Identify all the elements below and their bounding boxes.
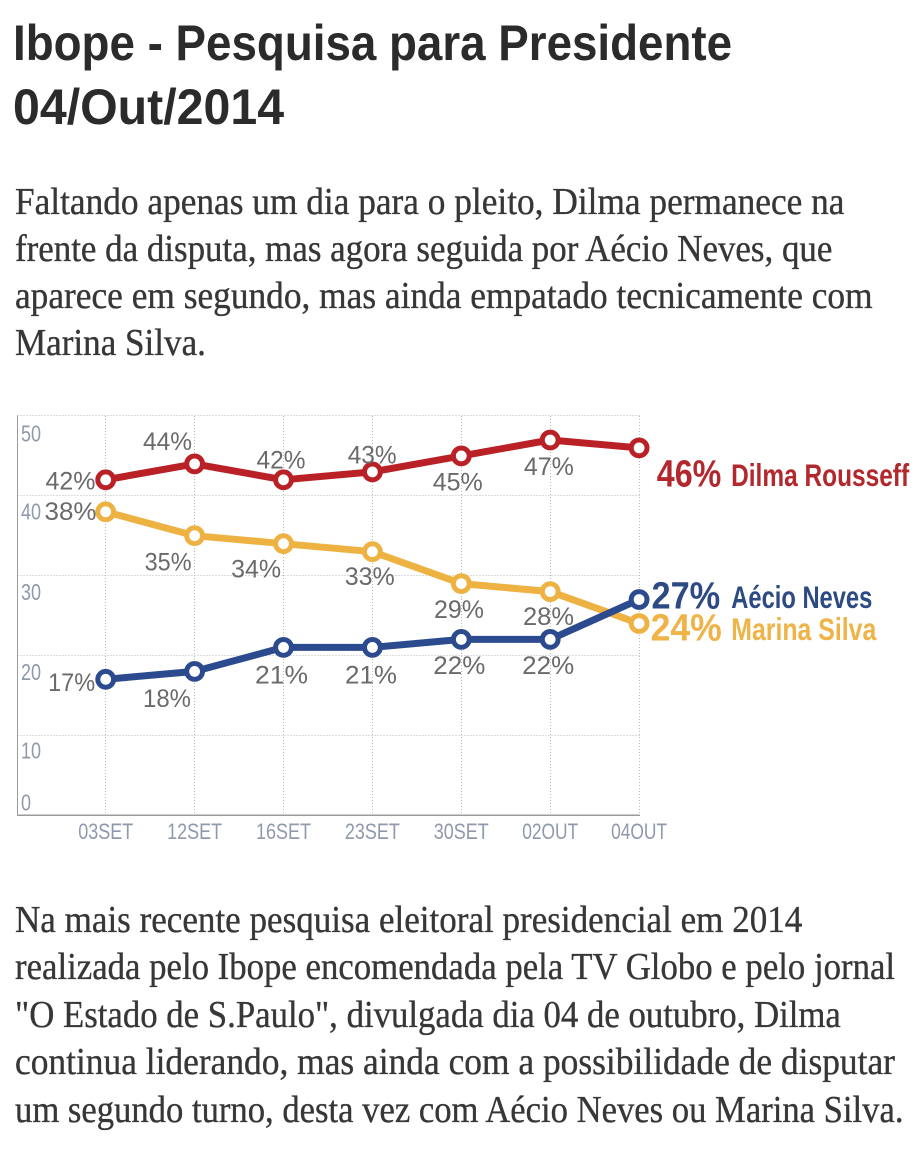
svg-text:34%: 34% bbox=[231, 555, 281, 583]
svg-text:17%: 17% bbox=[48, 669, 95, 697]
svg-text:42%: 42% bbox=[46, 467, 96, 495]
svg-text:0: 0 bbox=[21, 790, 31, 816]
svg-text:27%: 27% bbox=[652, 576, 721, 618]
svg-text:21%: 21% bbox=[345, 662, 397, 690]
svg-text:28%: 28% bbox=[523, 603, 574, 631]
svg-text:24%: 24% bbox=[651, 607, 722, 649]
svg-text:20: 20 bbox=[21, 659, 41, 685]
svg-text:16SET: 16SET bbox=[256, 819, 311, 844]
svg-text:47%: 47% bbox=[524, 453, 574, 481]
svg-text:04OUT: 04OUT bbox=[611, 819, 667, 844]
svg-text:18%: 18% bbox=[143, 685, 191, 713]
svg-text:Dilma Rousseff: Dilma Rousseff bbox=[731, 457, 909, 493]
svg-text:45%: 45% bbox=[433, 469, 483, 497]
svg-text:02OUT: 02OUT bbox=[522, 819, 578, 844]
svg-text:Marina Silva: Marina Silva bbox=[731, 611, 876, 647]
svg-text:30: 30 bbox=[21, 579, 41, 605]
svg-text:21%: 21% bbox=[255, 662, 308, 690]
svg-text:33%: 33% bbox=[345, 563, 395, 591]
svg-text:29%: 29% bbox=[434, 596, 484, 624]
svg-text:42%: 42% bbox=[257, 447, 306, 475]
svg-text:40: 40 bbox=[21, 499, 41, 525]
svg-text:50: 50 bbox=[21, 421, 41, 447]
svg-text:38%: 38% bbox=[45, 498, 97, 526]
svg-text:22%: 22% bbox=[433, 652, 485, 680]
svg-text:10: 10 bbox=[21, 738, 41, 764]
svg-text:44%: 44% bbox=[143, 428, 192, 456]
svg-text:22%: 22% bbox=[522, 652, 574, 680]
svg-text:12SET: 12SET bbox=[167, 819, 222, 844]
svg-text:30SET: 30SET bbox=[434, 819, 489, 844]
svg-text:46%: 46% bbox=[657, 453, 722, 495]
svg-text:23SET: 23SET bbox=[345, 819, 400, 844]
svg-text:43%: 43% bbox=[348, 441, 397, 469]
svg-text:03SET: 03SET bbox=[78, 819, 133, 844]
svg-text:Aécio Neves: Aécio Neves bbox=[731, 579, 872, 615]
svg-text:35%: 35% bbox=[145, 548, 192, 576]
